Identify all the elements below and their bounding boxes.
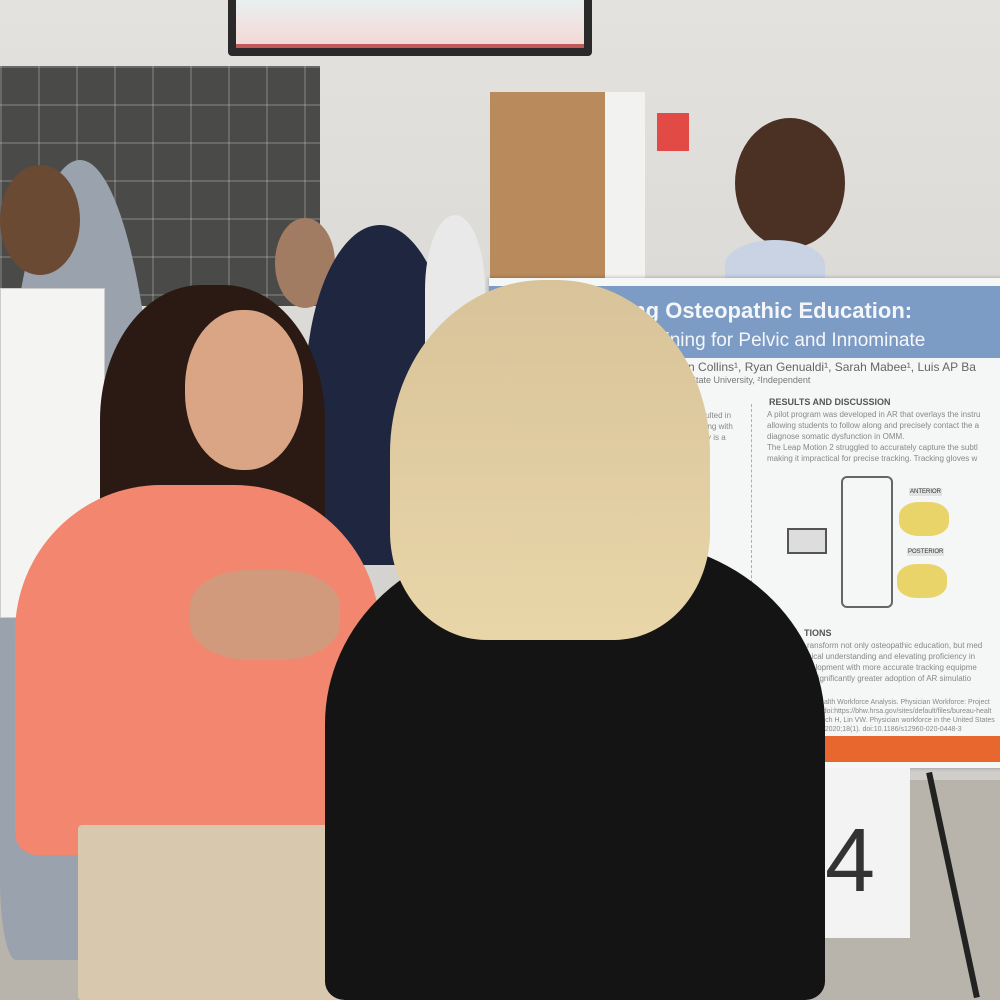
poster-title: izing Osteopathic Education: [609,298,913,323]
diagram-label-posterior: POSTERIOR [907,548,945,556]
poster-authors: ameron Collins¹, Ryan Genualdi¹, Sarah M… [654,360,976,374]
references-text: Health Workforce Analysis. Physician Wor… [815,699,995,733]
results-text: A pilot program was developed in AR that… [767,410,981,463]
background-man-head [735,118,845,248]
background-person-head [0,165,80,275]
poster-footer-bar [809,736,1000,762]
conclusions-heading: TIONS [804,628,832,638]
poster-subtitle: ality Training for Pelvic and Innominate [599,330,926,351]
pelvis-anterior-image [899,502,949,536]
poster-number: 4 [825,811,876,911]
conclusions-text: ransform not only osteopathic education,… [807,641,983,683]
pelvis-posterior-image [897,564,947,598]
exit-sign [657,113,689,151]
poster-affiliation: Houston State University, ²Independent [654,375,811,385]
device-diagram [841,476,893,608]
results-heading: RESULTS AND DISCUSSION [769,397,891,407]
presenter-hands [190,570,340,660]
presenter-skirt [78,825,348,1000]
presenter-blouse [15,485,380,855]
diagram-label-anterior: ANTERIOR [909,488,943,496]
wall-screen-display [236,0,584,48]
presenter-face [185,310,303,470]
visitor-blonde-hair [390,280,710,640]
poster-divider [751,404,752,704]
door-frame [605,92,645,282]
laptop-icon [787,528,827,554]
